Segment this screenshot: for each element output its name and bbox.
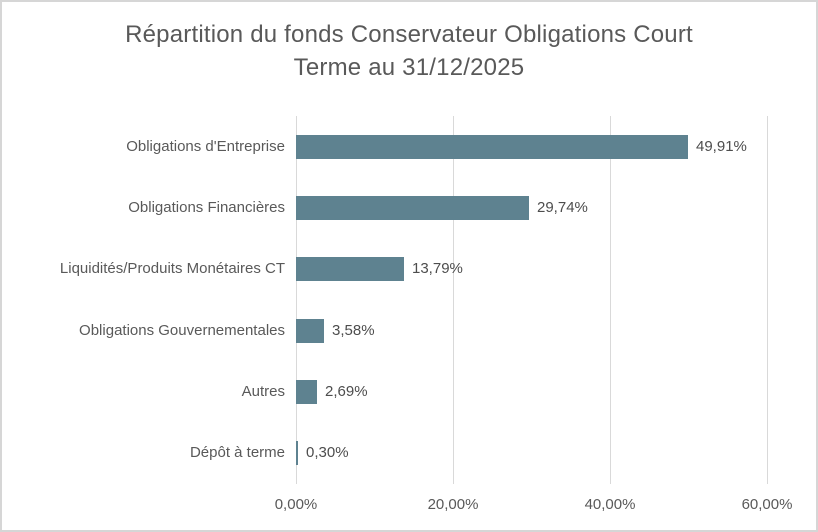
gridline-20-00 xyxy=(453,116,454,484)
plot-area: 49,91% 29,74% 13,79% 3,58% 2,69% 0,30% xyxy=(296,116,768,484)
value-label-obligations-gouvernementales: 3,58% xyxy=(332,322,375,339)
category-label-autres: Autres xyxy=(241,383,285,400)
value-label-obligations-financieres: 29,74% xyxy=(537,199,588,216)
bar-obligations-financieres xyxy=(296,196,529,220)
category-label-obligations-d-entreprise: Obligations d'Entreprise xyxy=(126,138,285,155)
x-axis-tick-label-40-00: 40,00% xyxy=(584,496,636,513)
chart-title: Répartition du fonds Conservateur Obliga… xyxy=(2,18,816,84)
value-label-depot-a-terme: 0,30% xyxy=(306,444,349,461)
category-label-obligations-gouvernementales: Obligations Gouvernementales xyxy=(79,322,285,339)
category-axis: Obligations d'Entreprise Obligations Fina… xyxy=(2,116,285,484)
category-label-liquidites-produits-monetaires-ct: Liquidités/Produits Monétaires CT xyxy=(59,260,285,277)
value-label-obligations-d-entreprise: 49,91% xyxy=(696,138,747,155)
bar-obligations-gouvernementales xyxy=(296,319,324,343)
gridline-40-00 xyxy=(610,116,611,484)
x-axis-tick-label-60-00: 60,00% xyxy=(741,496,793,513)
bar-liquidites-produits-monetaires-ct xyxy=(296,257,404,281)
chart-title-line2: Terme au 31/12/2025 xyxy=(293,54,525,81)
gridline-60-00 xyxy=(767,116,768,484)
chart-title-line1: Répartition du fonds Conservateur Obliga… xyxy=(125,21,693,48)
category-label-obligations-financieres: Obligations Financières xyxy=(128,199,285,216)
bar-obligations-d-entreprise xyxy=(296,135,688,159)
x-axis-tick-label-0-00: 0,00% xyxy=(274,496,318,513)
gridline-0-00 xyxy=(296,116,297,484)
bar-depot-a-terme xyxy=(296,441,298,465)
value-axis: 0,00% 20,00% 40,00% 60,00% xyxy=(2,496,816,518)
value-label-autres: 2,69% xyxy=(325,383,368,400)
bar-autres xyxy=(296,380,317,404)
category-label-depot-a-terme: Dépôt à terme xyxy=(189,444,285,461)
value-label-liquidites-produits-monetaires-ct: 13,79% xyxy=(412,260,463,277)
x-axis-tick-label-20-00: 20,00% xyxy=(427,496,479,513)
